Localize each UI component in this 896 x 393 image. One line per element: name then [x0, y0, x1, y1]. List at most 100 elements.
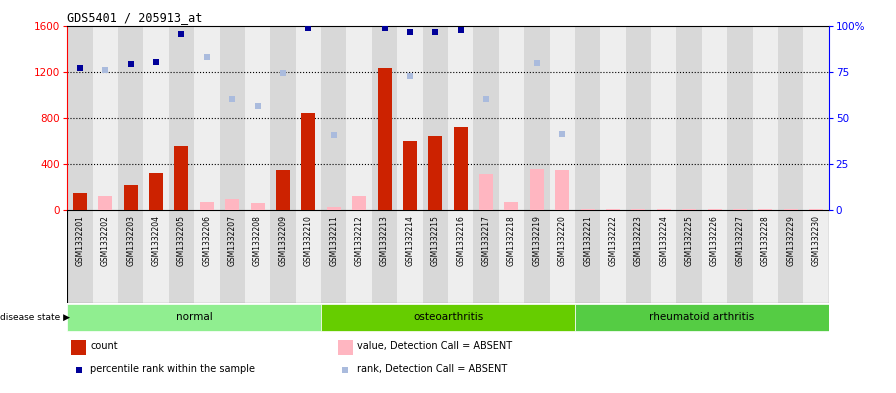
- Text: GSM1332201: GSM1332201: [75, 215, 84, 266]
- Bar: [225, 199, 239, 210]
- Bar: [448, 210, 473, 303]
- Text: GSM1332222: GSM1332222: [608, 215, 617, 266]
- Text: GSM1332205: GSM1332205: [177, 215, 186, 266]
- Text: GSM1332213: GSM1332213: [380, 215, 389, 266]
- Bar: [67, 304, 321, 331]
- Text: GSM1332203: GSM1332203: [126, 215, 135, 266]
- Bar: [372, 26, 397, 210]
- Bar: [423, 26, 448, 210]
- Text: GSM1332209: GSM1332209: [279, 215, 288, 266]
- Bar: [92, 210, 118, 303]
- Text: GSM1332210: GSM1332210: [304, 215, 313, 266]
- Bar: [347, 210, 372, 303]
- Bar: [149, 173, 163, 210]
- Bar: [473, 210, 499, 303]
- Bar: [321, 26, 347, 210]
- Bar: [296, 26, 321, 210]
- Bar: [338, 340, 353, 355]
- Text: percentile rank within the sample: percentile rank within the sample: [90, 364, 255, 374]
- Bar: [758, 209, 772, 210]
- Bar: [372, 210, 397, 303]
- Text: GSM1332215: GSM1332215: [431, 215, 440, 266]
- Bar: [67, 26, 92, 210]
- Text: GSM1332225: GSM1332225: [685, 215, 694, 266]
- Bar: [220, 26, 245, 210]
- Bar: [778, 210, 804, 303]
- Text: GSM1332206: GSM1332206: [202, 215, 211, 266]
- Bar: [753, 210, 778, 303]
- Bar: [625, 210, 651, 303]
- Bar: [321, 304, 575, 331]
- Bar: [428, 136, 443, 210]
- Text: GSM1332216: GSM1332216: [456, 215, 465, 266]
- Text: GSM1332229: GSM1332229: [786, 215, 796, 266]
- Text: normal: normal: [176, 312, 212, 322]
- Bar: [143, 26, 168, 210]
- Bar: [271, 26, 296, 210]
- Bar: [200, 202, 214, 210]
- Bar: [676, 26, 702, 210]
- Bar: [651, 210, 676, 303]
- Bar: [682, 209, 696, 210]
- Text: GSM1332219: GSM1332219: [532, 215, 541, 266]
- Text: GSM1332224: GSM1332224: [659, 215, 668, 266]
- Bar: [347, 26, 372, 210]
- Bar: [327, 208, 340, 210]
- Bar: [625, 26, 651, 210]
- Bar: [168, 210, 194, 303]
- Bar: [352, 196, 366, 210]
- Bar: [453, 127, 468, 210]
- Text: GSM1332228: GSM1332228: [761, 215, 770, 266]
- Text: value, Detection Call = ABSENT: value, Detection Call = ABSENT: [357, 341, 512, 351]
- Text: osteoarthritis: osteoarthritis: [413, 312, 483, 322]
- Bar: [397, 210, 423, 303]
- Bar: [124, 185, 138, 210]
- Text: GSM1332230: GSM1332230: [812, 215, 821, 266]
- Text: count: count: [90, 341, 117, 351]
- Bar: [118, 26, 143, 210]
- Text: GSM1332223: GSM1332223: [633, 215, 643, 266]
- Bar: [600, 26, 625, 210]
- Bar: [524, 210, 549, 303]
- Bar: [377, 68, 392, 210]
- Bar: [479, 174, 493, 210]
- Text: rheumatoid arthritis: rheumatoid arthritis: [650, 312, 754, 322]
- Bar: [71, 340, 86, 355]
- Text: GSM1332204: GSM1332204: [151, 215, 160, 266]
- Bar: [804, 210, 829, 303]
- Bar: [175, 145, 188, 210]
- Text: disease state ▶: disease state ▶: [0, 313, 70, 322]
- Bar: [397, 26, 423, 210]
- Text: GSM1332212: GSM1332212: [355, 215, 364, 266]
- Bar: [194, 26, 220, 210]
- Bar: [556, 170, 569, 210]
- Text: GSM1332226: GSM1332226: [710, 215, 719, 266]
- Bar: [708, 209, 721, 210]
- Bar: [632, 209, 645, 210]
- Bar: [168, 26, 194, 210]
- Bar: [220, 210, 245, 303]
- Text: GSM1332227: GSM1332227: [736, 215, 745, 266]
- Bar: [448, 26, 473, 210]
- Text: GSM1332207: GSM1332207: [228, 215, 237, 266]
- Bar: [784, 209, 797, 210]
- Text: GSM1332214: GSM1332214: [405, 215, 415, 266]
- Bar: [67, 210, 92, 303]
- Bar: [728, 26, 753, 210]
- Bar: [504, 202, 519, 210]
- Bar: [245, 26, 271, 210]
- Bar: [733, 209, 747, 210]
- Bar: [251, 203, 264, 210]
- Bar: [92, 26, 118, 210]
- Bar: [499, 26, 524, 210]
- Text: GSM1332217: GSM1332217: [481, 215, 491, 266]
- Bar: [473, 26, 499, 210]
- Text: GSM1332211: GSM1332211: [329, 215, 339, 266]
- Bar: [600, 210, 625, 303]
- Bar: [549, 26, 575, 210]
- Bar: [809, 209, 823, 210]
- Bar: [575, 304, 829, 331]
- Bar: [245, 210, 271, 303]
- Text: GSM1332221: GSM1332221: [583, 215, 592, 266]
- Text: GDS5401 / 205913_at: GDS5401 / 205913_at: [67, 11, 202, 24]
